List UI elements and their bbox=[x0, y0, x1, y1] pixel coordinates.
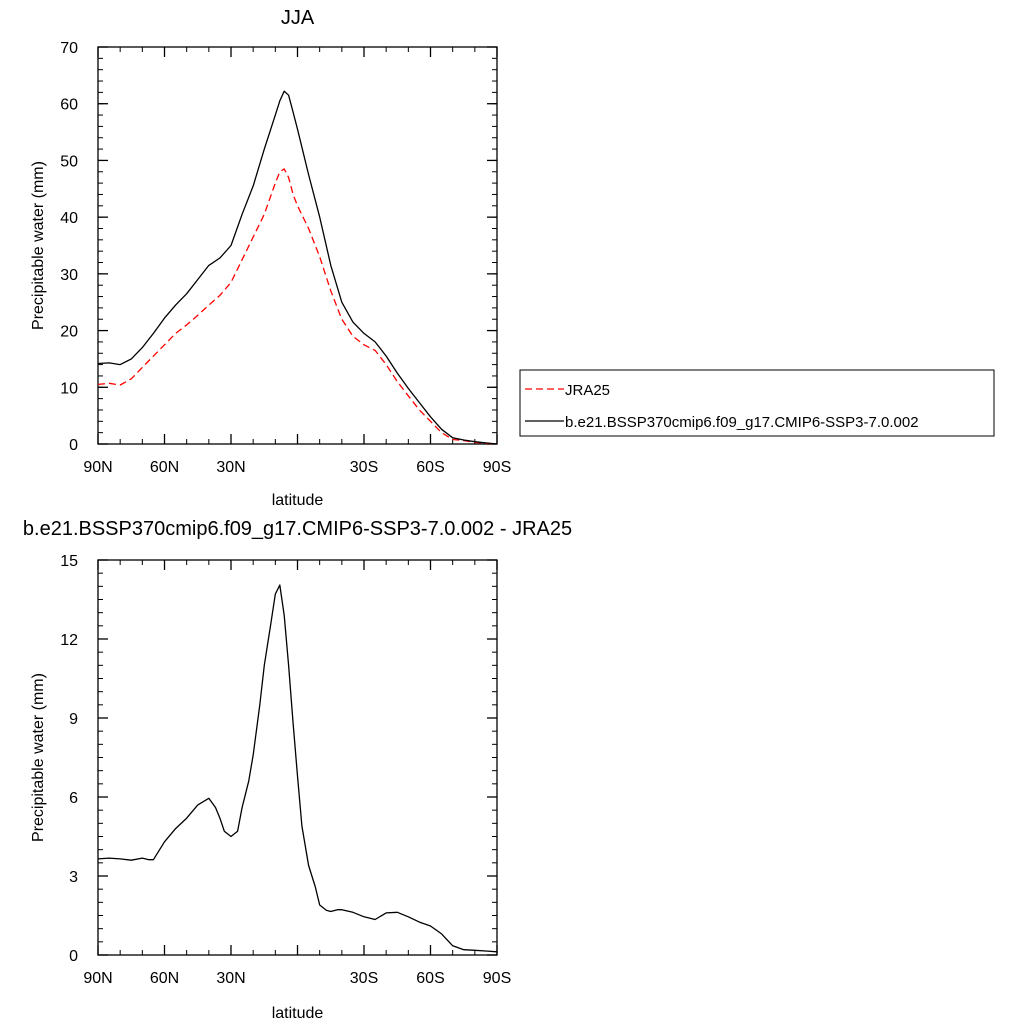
chart1-series-line-jra25 bbox=[97, 168, 498, 445]
chart1-x-tick-label: 90N bbox=[83, 459, 112, 476]
chart2-y-tick-label: 0 bbox=[69, 948, 78, 965]
chart1-x-tick-label: 90S bbox=[483, 459, 511, 476]
chart2-y-tick-label: 12 bbox=[60, 632, 78, 649]
chart1-y-axis-label: Precipitable water (mm) bbox=[30, 161, 47, 330]
chart1-y-tick-label: 0 bbox=[69, 437, 78, 454]
chart1-x-tick-label: 60N bbox=[150, 459, 179, 476]
chart1-y-tick-label: 10 bbox=[60, 380, 78, 397]
chart2-y-tick-label: 15 bbox=[60, 553, 78, 570]
chart1-plot-frame bbox=[97, 46, 498, 445]
chart1-y-tick-label: 40 bbox=[60, 210, 78, 227]
chart1-y-tick-label: 70 bbox=[60, 40, 78, 57]
chart1-legend-label: JRA25 bbox=[565, 382, 610, 399]
chart1-y-tick-label: 20 bbox=[60, 324, 78, 341]
chart2-x-tick-label: 30S bbox=[350, 970, 378, 987]
chart2-y-tick-label: 3 bbox=[69, 869, 78, 886]
chart2-plot-frame bbox=[97, 559, 498, 956]
chart1-series-line-b-e21-bssp370cmip6-f09-g17-cmip6-ssp3-7-0-002 bbox=[97, 90, 498, 445]
chart2-y-axis-label: Precipitable water (mm) bbox=[30, 673, 47, 842]
chart2-y-tick-label: 6 bbox=[69, 790, 78, 807]
chart2-x-tick-label: 60N bbox=[150, 970, 179, 987]
chart2-y-tick-label: 9 bbox=[69, 711, 78, 728]
chart1-x-tick-label: 30S bbox=[350, 459, 378, 476]
chart2-x-tick-label: 90N bbox=[83, 970, 112, 987]
chart1-x-tick-label: 30N bbox=[216, 459, 245, 476]
chart2-title: b.e21.BSSP370cmip6.f09_g17.CMIP6-SSP3-7.… bbox=[23, 518, 572, 540]
chart2-series-line-difference bbox=[97, 584, 498, 953]
chart2-x-tick-label: 90S bbox=[483, 970, 511, 987]
chart2-x-tick-label: 60S bbox=[416, 970, 444, 987]
chart1-x-tick-label: 60S bbox=[416, 459, 444, 476]
chart1-legend-box bbox=[519, 369, 995, 437]
chart1-y-tick-label: 50 bbox=[60, 153, 78, 170]
chart1-title: JJA bbox=[281, 7, 315, 29]
chart2-x-axis-label: latitude bbox=[272, 1005, 324, 1022]
chart1-y-tick-label: 60 bbox=[60, 97, 78, 114]
chart1-legend-label: b.e21.BSSP370cmip6.f09_g17.CMIP6-SSP3-7.… bbox=[565, 414, 919, 431]
chart2-x-tick-label: 30N bbox=[216, 970, 245, 987]
chart1-x-axis-label: latitude bbox=[272, 492, 324, 509]
chart1-y-tick-label: 30 bbox=[60, 267, 78, 284]
